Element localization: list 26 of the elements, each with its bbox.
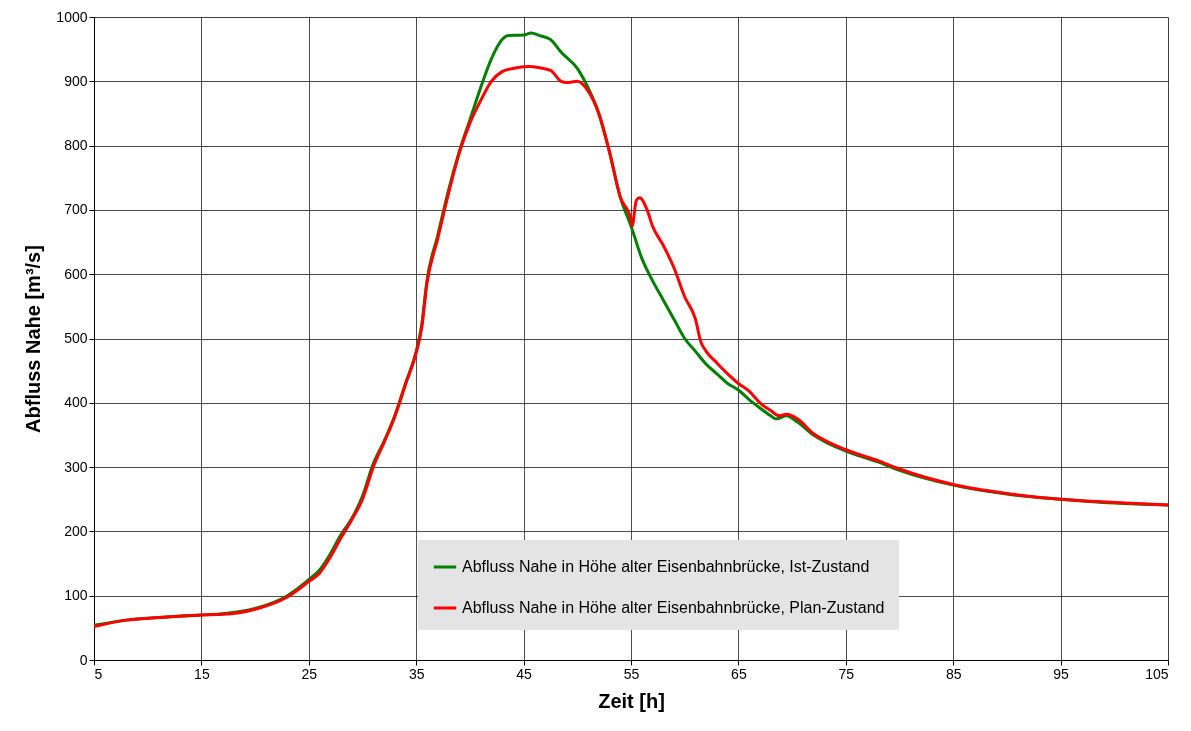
y-tick-label: 900	[64, 72, 88, 89]
x-axis-title: Zeit [h]	[598, 689, 665, 712]
x-tick-label: 55	[623, 665, 640, 682]
y-tick-label: 800	[64, 137, 88, 154]
legend-label: Abfluss Nahe in Höhe alter Eisenbahnbrücke, Ist-Zustand	[462, 558, 870, 575]
y-tick-label: 400	[64, 394, 88, 411]
legend-label: Abfluss Nahe in Höhe alter Eisenbahnbrücke, Plan-Zustand	[462, 599, 885, 616]
y-tick-label: 100	[64, 587, 88, 604]
y-tick-label: 700	[64, 201, 88, 218]
x-tick-label: 75	[838, 665, 855, 682]
y-tick-label: 300	[64, 458, 88, 475]
y-tick-label: 200	[64, 522, 88, 539]
x-tick-label: 85	[945, 665, 962, 682]
x-tick-label: 35	[408, 665, 425, 682]
x-tick-label: 25	[301, 665, 318, 682]
y-tick-label: 1000	[56, 8, 88, 25]
y-tick-label: 500	[64, 330, 88, 346]
x-tick-label: 65	[731, 665, 747, 682]
x-tick-label: 105	[1145, 665, 1169, 682]
x-tick-label: 5	[94, 665, 103, 682]
y-tick-label: 600	[64, 265, 88, 282]
x-tick-label: 95	[1053, 665, 1070, 682]
y-tick-label: 0	[79, 651, 88, 668]
y-axis-title: Abfluss Nahe [m³/s]	[22, 245, 45, 433]
x-tick-label: 15	[194, 665, 210, 682]
x-tick-label: 45	[516, 665, 533, 682]
